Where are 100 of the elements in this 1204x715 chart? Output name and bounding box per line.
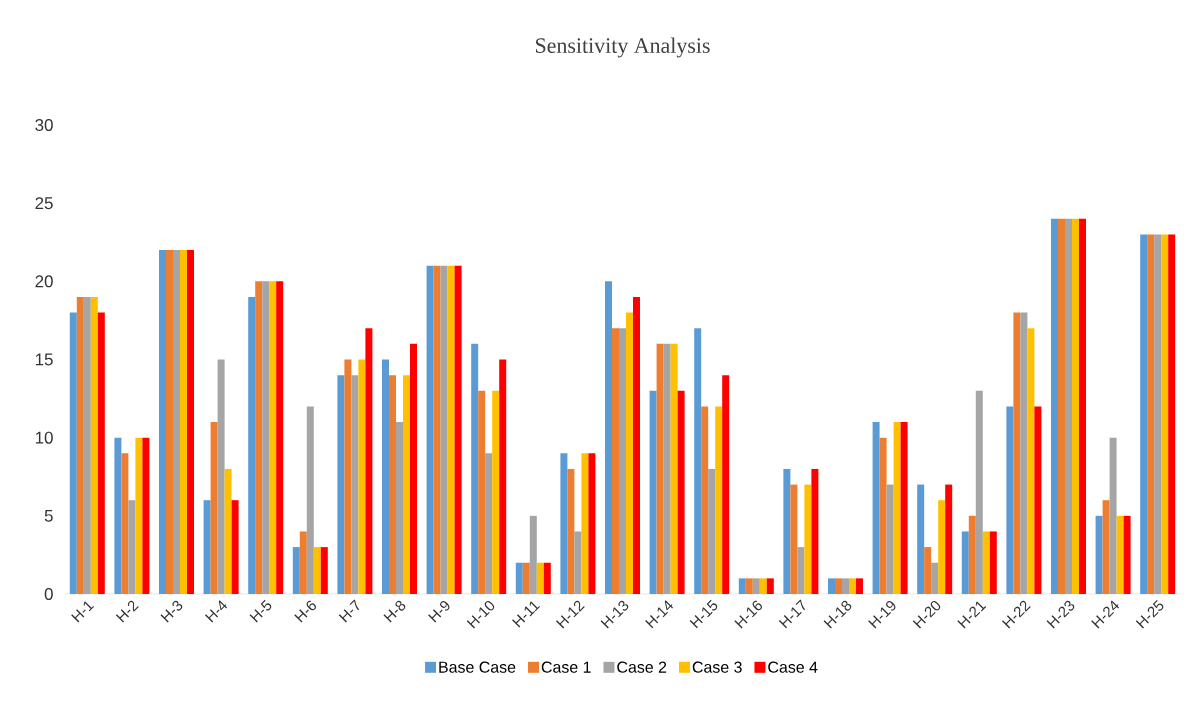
- legend-label: Case 4: [768, 661, 818, 673]
- x-tick-label: H-3: [160, 600, 183, 623]
- bar: [1078, 218, 1086, 594]
- bar: [166, 250, 173, 594]
- bar: [543, 562, 551, 594]
- bar: [382, 359, 389, 594]
- bar: [766, 578, 774, 594]
- x-tick-label: H-8: [383, 600, 406, 623]
- bar: [536, 562, 544, 594]
- bar: [203, 500, 211, 594]
- bar: [752, 578, 760, 594]
- bar: [90, 296, 98, 594]
- bar: [1057, 218, 1065, 594]
- bar: [1034, 406, 1042, 594]
- legend-label: Case 2: [617, 661, 667, 673]
- y-tick-label: 0: [44, 588, 53, 600]
- x-tick-label: H-1: [71, 601, 95, 623]
- bar: [1050, 218, 1058, 594]
- bar: [989, 531, 997, 594]
- bar: [76, 296, 84, 594]
- bar: [574, 531, 582, 594]
- x-tick-label: H-9: [428, 600, 450, 623]
- bar: [745, 578, 753, 594]
- bar: [633, 296, 640, 594]
- bar: [1006, 406, 1014, 594]
- x-tick-label: H-5: [249, 599, 272, 623]
- bar: [231, 500, 239, 594]
- bar: [649, 390, 657, 594]
- bar: [358, 359, 366, 594]
- bar: [1109, 437, 1117, 594]
- bar: [567, 468, 575, 594]
- bar: [694, 328, 702, 594]
- bar: [938, 500, 946, 594]
- bar: [522, 562, 530, 594]
- bar: [440, 265, 448, 594]
- bar: [114, 437, 122, 594]
- bar: [410, 343, 417, 594]
- bar: [827, 578, 835, 594]
- bar: [135, 437, 143, 594]
- bar: [365, 328, 373, 594]
- bar: [1095, 515, 1103, 594]
- bar: [945, 484, 953, 594]
- bar: [1071, 218, 1079, 594]
- bar: [961, 531, 969, 594]
- bar: [529, 515, 537, 594]
- bar: [626, 312, 633, 594]
- bar: [471, 343, 479, 594]
- bar: [1168, 234, 1176, 594]
- bar: [128, 500, 136, 594]
- bar: [670, 343, 678, 594]
- bar: [485, 453, 493, 594]
- bar: [142, 437, 150, 594]
- bar: [834, 578, 842, 594]
- bar: [210, 422, 218, 594]
- bar: [619, 328, 626, 594]
- y-tick-label: 25: [35, 197, 53, 210]
- bar: [900, 422, 908, 594]
- bar: [701, 406, 709, 594]
- bar: [269, 281, 277, 594]
- bar: [855, 578, 863, 594]
- x-tick-label: H-2: [115, 600, 139, 623]
- bar: [313, 547, 321, 594]
- x-tick-label: H-4: [204, 600, 228, 623]
- bar: [1020, 312, 1028, 594]
- chart-title: Sensitivity Analysis: [535, 37, 710, 58]
- bar: [581, 453, 589, 594]
- bar: [1154, 234, 1162, 594]
- bar: [917, 484, 925, 594]
- bar: [924, 547, 932, 594]
- bar: [121, 453, 129, 594]
- bar: [783, 468, 791, 594]
- bar: [276, 281, 284, 594]
- bar: [841, 578, 849, 594]
- bar: [1140, 234, 1148, 594]
- bar: [738, 578, 746, 594]
- bar: [337, 375, 345, 594]
- bar: [389, 375, 396, 594]
- y-tick-label: 20: [35, 275, 53, 288]
- bar: [1102, 500, 1110, 594]
- bar: [560, 453, 568, 594]
- bar: [1116, 515, 1124, 594]
- y-tick-label: 10: [35, 431, 53, 444]
- bar: [722, 375, 730, 594]
- y-tick-label: 5: [44, 509, 53, 522]
- bar: [677, 390, 685, 594]
- bar: [612, 328, 619, 594]
- bar: [499, 359, 507, 594]
- bar: [893, 422, 901, 594]
- bar: [931, 562, 939, 594]
- legend-label: Case 1: [541, 661, 591, 673]
- x-tick-label: H-7: [338, 599, 360, 623]
- bar: [454, 265, 462, 594]
- bar: [180, 250, 187, 594]
- legend-label: Base Case: [439, 661, 516, 673]
- y-tick-label: 30: [35, 119, 53, 131]
- y-tick-label: 15: [35, 353, 53, 366]
- bar: [1147, 234, 1155, 594]
- bar: [83, 296, 91, 594]
- bar: [159, 250, 166, 594]
- bar: [605, 281, 612, 594]
